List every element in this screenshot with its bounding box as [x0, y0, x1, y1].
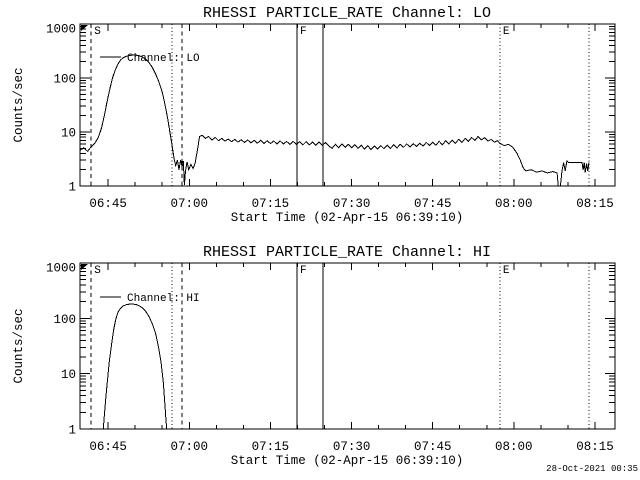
y-tick-label: 1 [68, 424, 76, 438]
plot1-legend-label: Channel: HI [127, 293, 200, 305]
corner-marker-icon [81, 264, 88, 270]
x-tick-label: 07:45 [414, 440, 452, 454]
event-label-F: F [300, 265, 307, 277]
plot1-frame [79, 262, 616, 430]
plot1-y-ticks: 1 10 100 1000 [46, 262, 615, 438]
plot0-x-ticks: 06:45 07:00 07:15 07:30 07:45 08:00 08:15 [89, 24, 614, 211]
plot0-frame [79, 23, 616, 187]
event-label-S: S [94, 26, 101, 38]
x-tick-label: 06:45 [89, 197, 127, 211]
x-tick-label: 07:00 [171, 197, 209, 211]
creation-timestamp: 28-Oct-2021 00:35 [546, 464, 638, 474]
plot0-legend-label: Channel: LO [127, 53, 200, 65]
x-tick-label: 07:00 [171, 440, 209, 454]
plot0-x-axis-label: Start Time (02-Apr-15 06:39:10) [231, 211, 464, 225]
event-label-E: E [503, 26, 510, 38]
event-label-F: F [300, 26, 307, 38]
plot0-title: RHESSI PARTICLE_RATE Channel: LO [203, 5, 491, 22]
y-tick-label: 100 [53, 313, 76, 327]
plot0-generated-graphics: 06:45 07:00 07:15 07:30 07:45 08:00 08:15 1 10 10… [46, 23, 616, 211]
plot1-y-axis-label: Counts/sec [12, 308, 26, 383]
x-tick-label: 07:15 [252, 440, 290, 454]
plot1-generated-graphics: 06:45 07:00 07:15 07:30 07:45 08:00 08:15 1 10 10… [46, 262, 616, 454]
y-tick-label: 100 [53, 73, 76, 87]
plot0-y-ticks: 1 10 100 1000 [46, 23, 615, 195]
y-tick-label: 1 [68, 181, 76, 195]
corner-marker-icon [81, 25, 88, 31]
y-tick-label: 1000 [46, 23, 76, 37]
plot1-title: RHESSI PARTICLE_RATE Channel: HI [203, 244, 491, 261]
plot1-x-axis-label: Start Time (02-Apr-15 06:39:10) [231, 454, 464, 468]
x-tick-label: 08:15 [576, 197, 614, 211]
plot1-x-ticks: 06:45 07:00 07:15 07:30 07:45 08:00 08:15 [89, 263, 614, 454]
x-tick-label: 08:00 [495, 197, 533, 211]
y-tick-label: 10 [61, 127, 76, 141]
x-tick-label: 08:15 [576, 440, 614, 454]
event-label-S: S [94, 265, 101, 277]
y-tick-label: 10 [61, 368, 76, 382]
x-tick-label: 07:45 [414, 197, 452, 211]
y-tick-label: 1000 [46, 262, 76, 276]
plot1-data-curve [102, 303, 168, 430]
event-label-E: E [503, 265, 510, 277]
x-tick-label: 07:30 [333, 440, 371, 454]
x-tick-label: 07:15 [252, 197, 290, 211]
x-tick-label: 07:30 [333, 197, 371, 211]
plot0-y-axis-label: Counts/sec [12, 67, 26, 142]
x-tick-label: 06:45 [89, 440, 127, 454]
plot0-data-curve [79, 54, 590, 187]
x-tick-label: 08:00 [495, 440, 533, 454]
